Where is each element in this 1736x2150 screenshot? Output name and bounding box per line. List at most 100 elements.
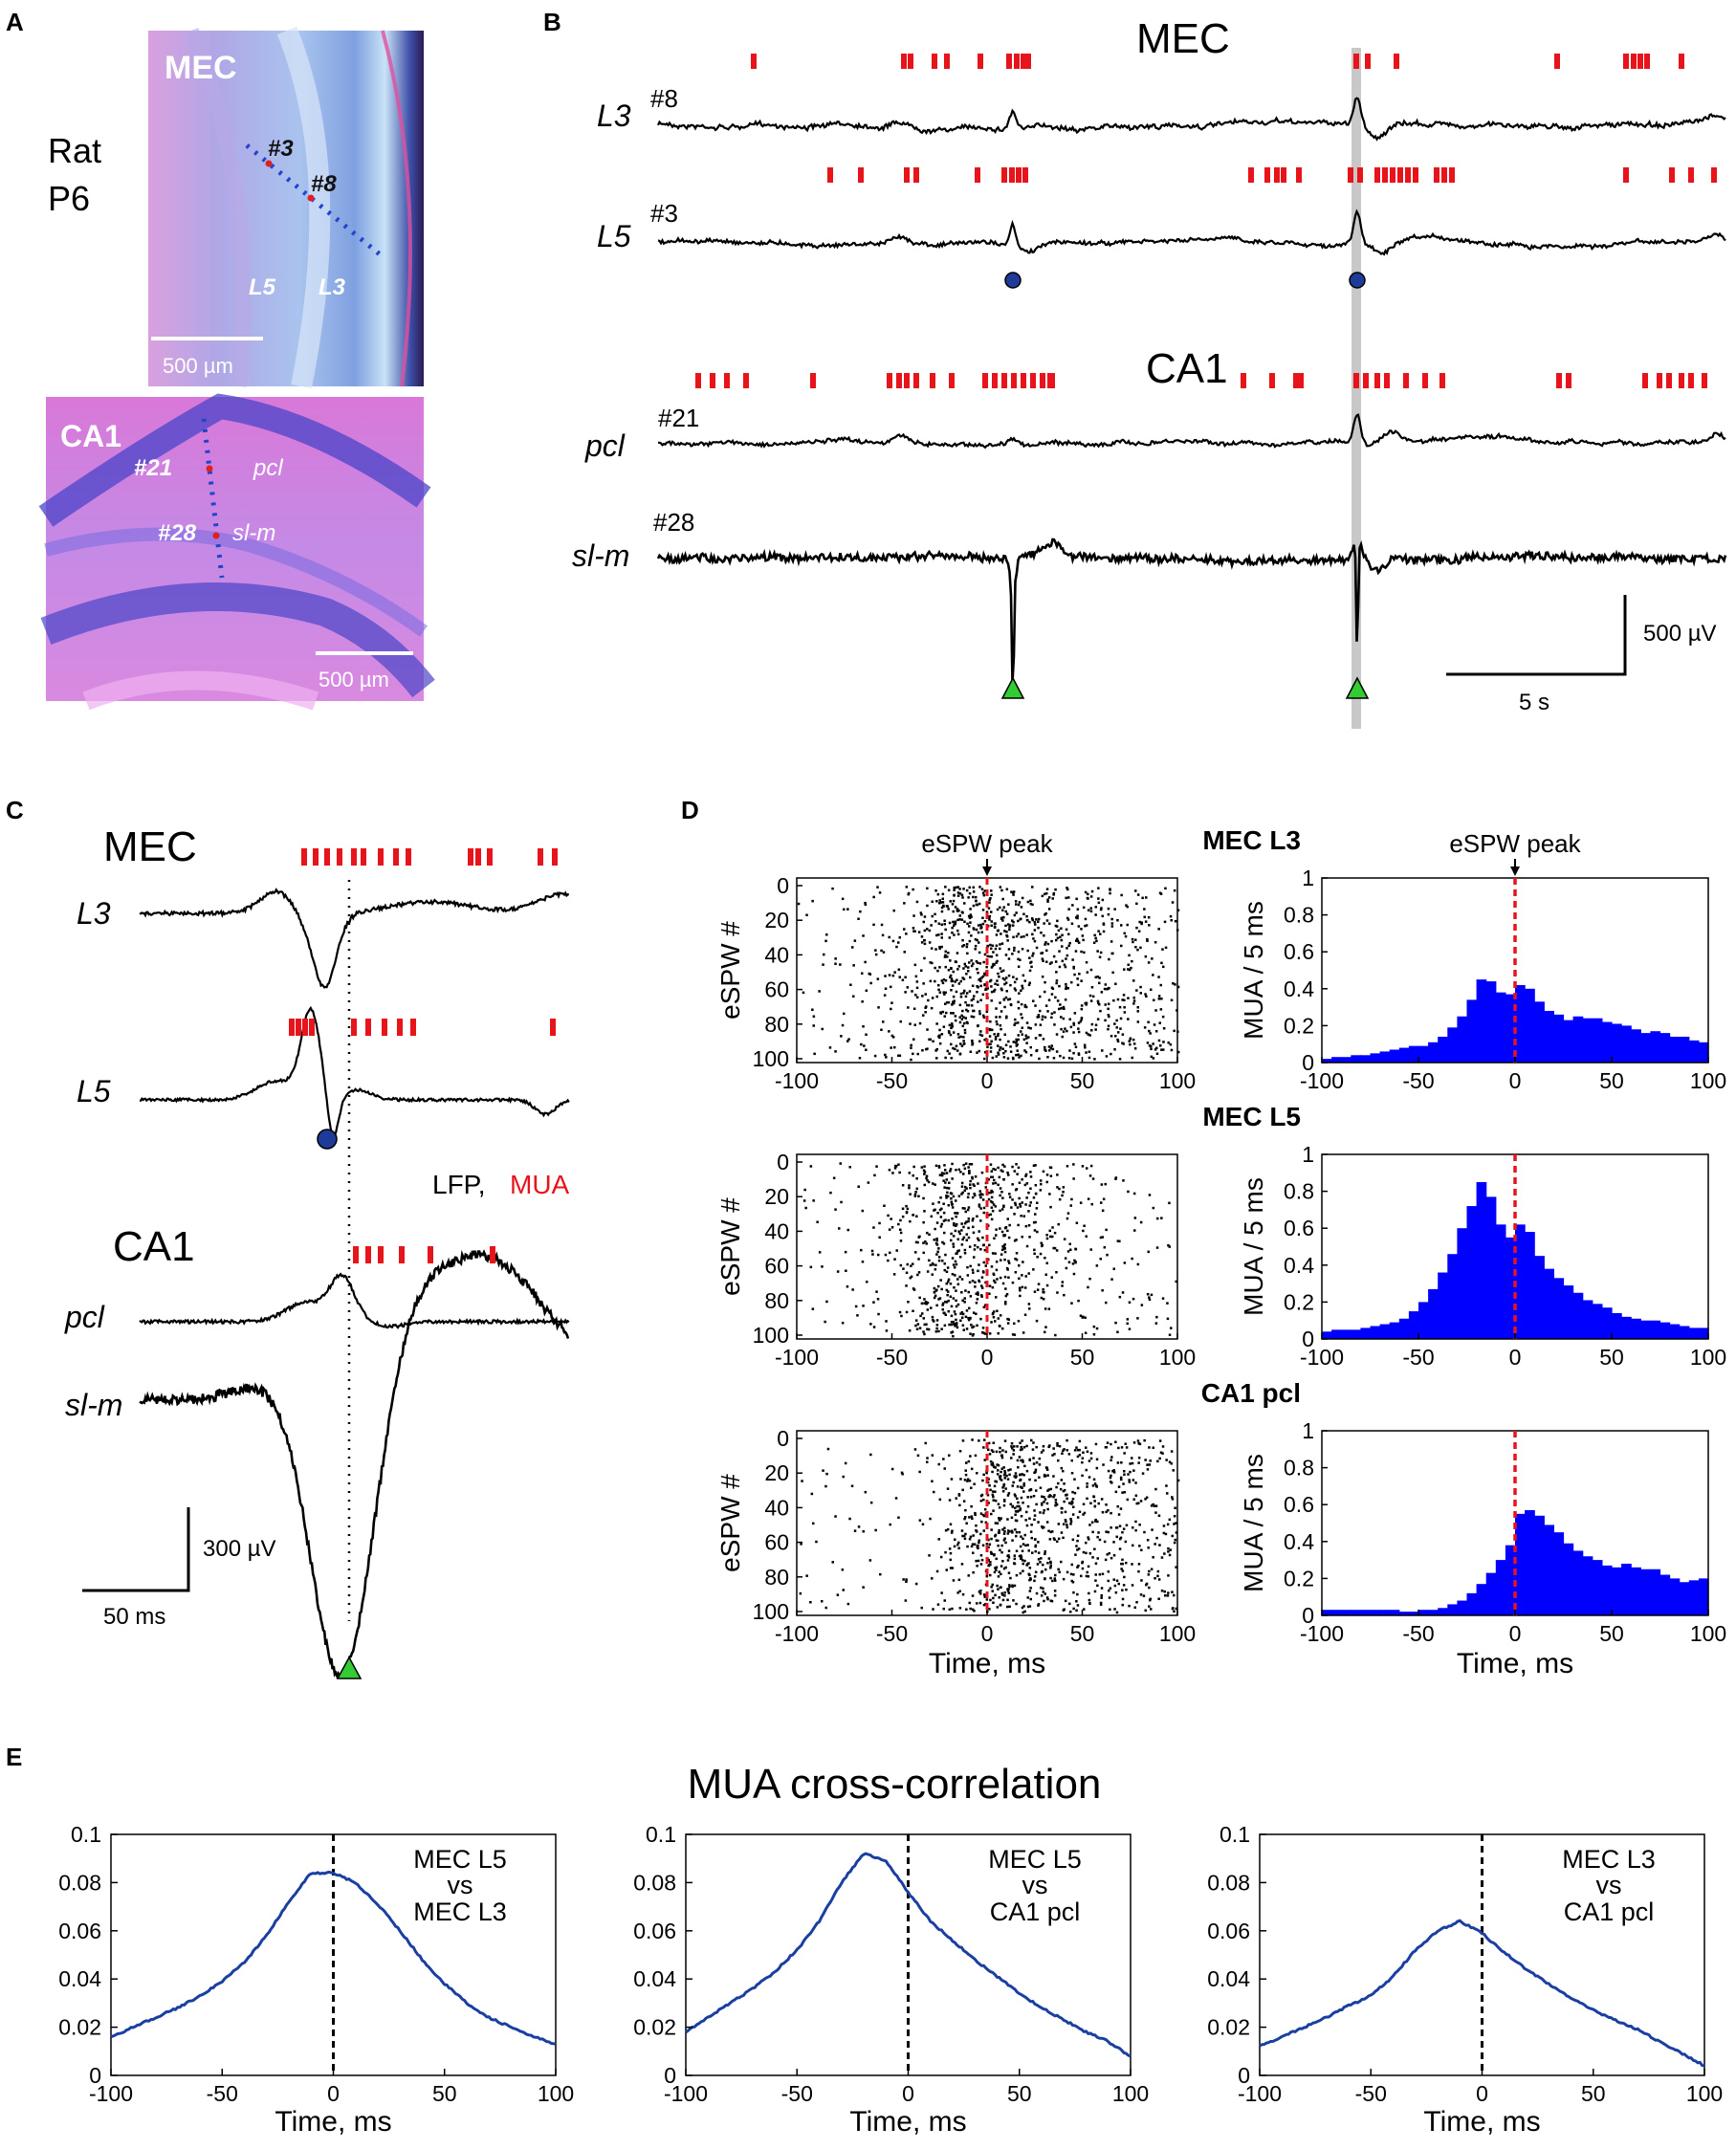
- raster-spike-dot: [961, 1207, 965, 1210]
- mua-spike: [901, 54, 907, 69]
- raster-spike-dot: [1150, 1608, 1153, 1611]
- raster-spike-dot: [888, 1030, 890, 1033]
- raster-spike-dot: [1025, 918, 1029, 922]
- raster-spike-dot: [1043, 1509, 1045, 1512]
- raster-spike-dot: [999, 1227, 1001, 1230]
- raster-spike-dot: [1085, 1446, 1088, 1449]
- hist-bar: [1495, 1560, 1506, 1615]
- raster-spike-dot: [1016, 1445, 1019, 1448]
- hist-bar: [1457, 1600, 1468, 1615]
- hist-bar: [1679, 1036, 1690, 1063]
- raster-spike-dot: [974, 1175, 978, 1178]
- raster-spike-dot: [940, 910, 944, 913]
- raster-spike-dot: [1061, 1452, 1064, 1455]
- xcorr-y-tick-label: 0.02: [58, 2015, 101, 2040]
- raster-spike-dot: [1048, 1538, 1052, 1541]
- raster-spike-dot: [1055, 1503, 1059, 1506]
- raster-spike-dot: [1165, 1459, 1168, 1461]
- xcorr-x-tick-label: 50: [1007, 2081, 1032, 2106]
- raster-spike-dot: [1008, 998, 1012, 1000]
- raster-spike-dot: [978, 886, 981, 889]
- raster-spike-dot: [942, 991, 945, 994]
- raster-spike-dot: [1042, 1449, 1044, 1452]
- raster-spike-dot: [1089, 1452, 1093, 1455]
- raster-spike-dot: [972, 886, 975, 889]
- raster-spike-dot: [891, 1172, 894, 1174]
- raster-spike-dot: [1053, 1590, 1057, 1592]
- raster-spike-dot: [1050, 993, 1054, 996]
- hist-x-tick-label: -50: [1402, 1345, 1434, 1370]
- raster-spike-dot: [1152, 1042, 1154, 1045]
- raster-spike-dot: [1160, 998, 1163, 1000]
- raster-spike-dot: [1021, 1026, 1023, 1029]
- raster-spike-dot: [1132, 1526, 1134, 1529]
- raster-spike-dot: [979, 923, 982, 927]
- raster-y-tick-label: 20: [764, 1184, 789, 1209]
- raster-spike-dot: [963, 1221, 967, 1225]
- raster-spike-dot: [1107, 1579, 1110, 1583]
- raster-spike-dot: [993, 1033, 996, 1036]
- raster-spike-dot: [1000, 970, 1003, 974]
- panel-label-e: E: [6, 1743, 22, 1771]
- raster-spike-dot: [1045, 1468, 1049, 1471]
- raster-spike-dot: [1011, 1484, 1014, 1487]
- mua-spike: [1006, 54, 1012, 69]
- raster-spike-dot: [890, 1467, 894, 1471]
- raster-spike-dot: [988, 1608, 991, 1611]
- raster-spike-dot: [951, 984, 955, 987]
- raster-spike-dot: [1116, 1240, 1120, 1242]
- raster-spike-dot: [955, 990, 958, 994]
- raster-spike-dot: [947, 952, 950, 954]
- raster-spike-dot: [903, 951, 906, 954]
- raster-spike-dot: [978, 951, 981, 954]
- raster-spike-dot: [953, 889, 956, 891]
- raster-spike-dot: [1101, 1511, 1105, 1514]
- raster-spike-dot: [990, 985, 993, 988]
- raster-spike-dot: [1022, 1474, 1025, 1477]
- raster-spike-dot: [1018, 1286, 1022, 1289]
- raster-spike-dot: [968, 1538, 972, 1541]
- raster-spike-dot: [964, 1532, 967, 1536]
- raster-spike-dot: [923, 929, 927, 932]
- raster-spike-dot: [1017, 1320, 1021, 1323]
- raster-spike-dot: [1020, 1485, 1022, 1488]
- raster-spike-dot: [966, 1265, 969, 1269]
- raster-spike-dot: [990, 1321, 993, 1324]
- raster-spike-dot: [985, 910, 989, 913]
- raster-spike-dot: [1054, 888, 1057, 891]
- raster-spike-dot: [956, 932, 960, 936]
- raster-spike-dot: [1063, 1007, 1066, 1010]
- raster-spike-dot: [908, 1186, 911, 1190]
- arrow-down-icon: [982, 867, 992, 876]
- hist-bar: [1447, 1027, 1458, 1063]
- c-legend-lfp: LFP,: [432, 1170, 486, 1199]
- raster-spike-dot: [923, 1210, 926, 1213]
- raster-spike-dot: [1146, 1293, 1150, 1296]
- raster-spike-dot: [1006, 1532, 1010, 1535]
- raster-spike-dot: [1121, 1033, 1125, 1036]
- raster-spike-dot: [969, 1535, 973, 1539]
- raster-spike-dot: [1134, 889, 1137, 892]
- raster-spike-dot: [1002, 1244, 1005, 1248]
- raster-spike-dot: [1085, 1468, 1088, 1472]
- raster-spike-dot: [1076, 1539, 1079, 1543]
- raster-spike-dot: [971, 1280, 975, 1283]
- raster-spike-dot: [975, 1559, 978, 1563]
- raster-spike-dot: [943, 919, 946, 922]
- raster-spike-dot: [1076, 1548, 1079, 1551]
- raster-spike-dot: [1100, 1587, 1104, 1590]
- mua-spike: [1556, 373, 1562, 388]
- raster-spike-dot: [1163, 1552, 1166, 1555]
- raster-spike-dot: [962, 1236, 966, 1240]
- raster-spike-dot: [1014, 1513, 1017, 1516]
- raster-spike-dot: [943, 955, 947, 958]
- raster-spike-dot: [1048, 1229, 1051, 1233]
- raster-spike-dot: [963, 989, 966, 993]
- raster-spike-dot: [965, 1608, 968, 1611]
- raster-spike-dot: [1124, 1442, 1127, 1445]
- raster-spike-dot: [980, 1034, 984, 1037]
- raster-spike-dot: [943, 1268, 946, 1272]
- raster-spike-dot: [869, 1453, 872, 1457]
- raster-spike-dot: [1015, 1258, 1019, 1261]
- mua-spike: [1434, 167, 1439, 183]
